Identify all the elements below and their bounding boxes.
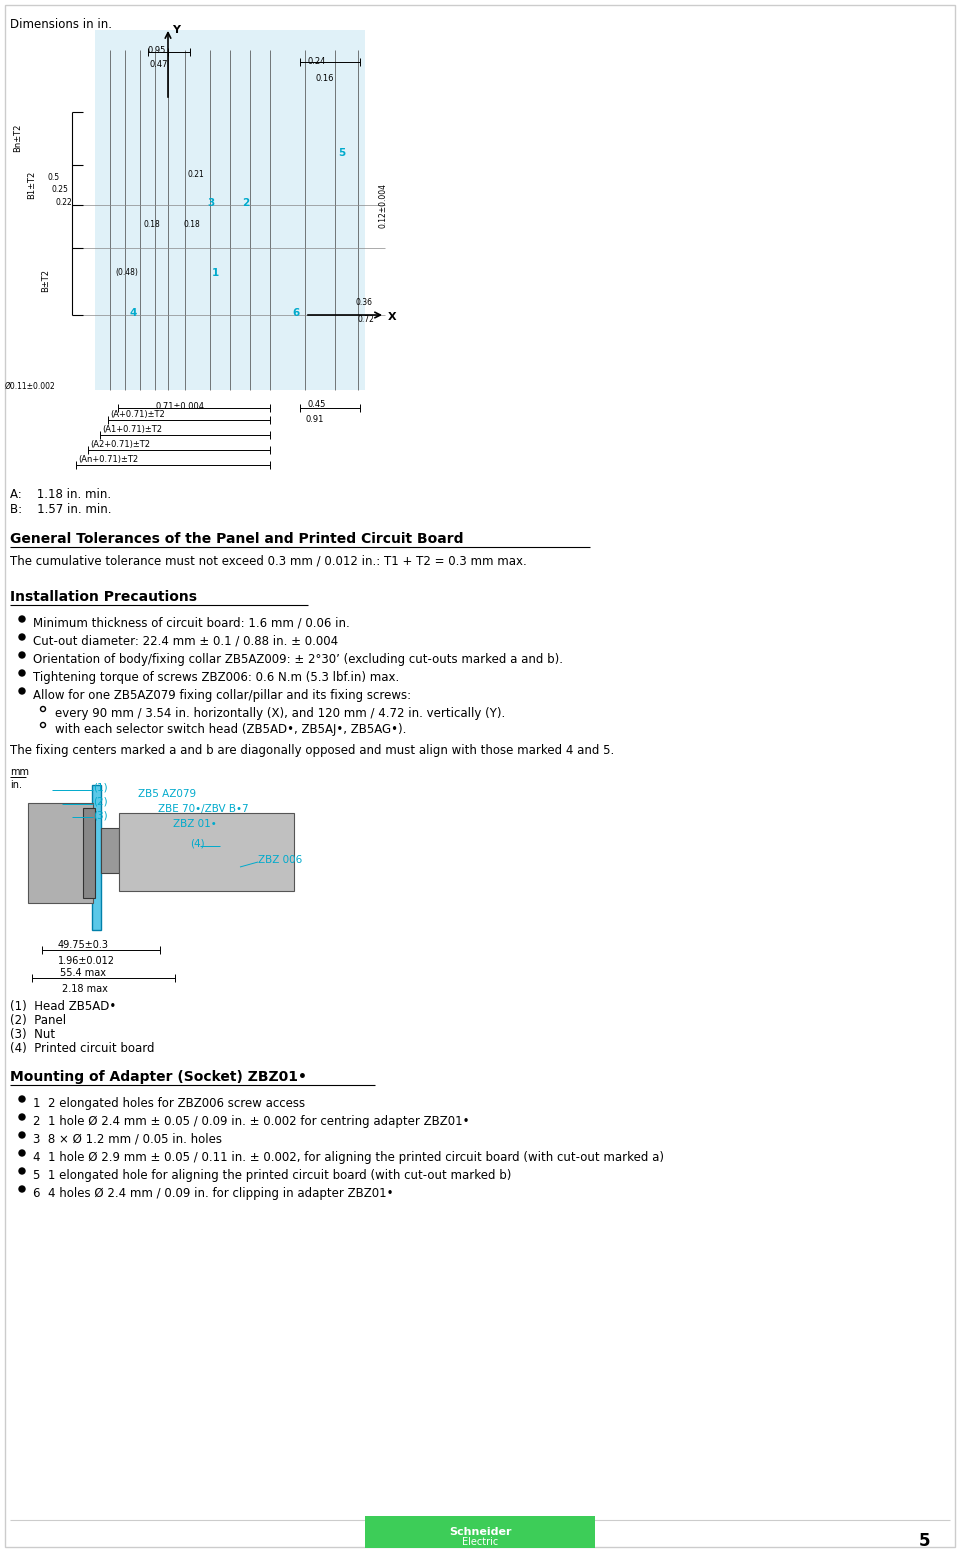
Bar [365,1516,595,1547]
Text: 0.45: 0.45 [308,400,326,410]
Text: 0.18: 0.18 [183,220,200,230]
Text: 0.36: 0.36 [355,298,372,307]
Text: ZB5 AZ079: ZB5 AZ079 [138,788,196,799]
Text: 1  2 elongated holes for ZBZ006 screw access: 1 2 elongated holes for ZBZ006 screw acc… [33,1097,305,1110]
Text: 0.72: 0.72 [358,315,374,324]
Text: 2.18 max: 2.18 max [62,984,108,993]
Text: B±T2: B±T2 [41,268,51,292]
Text: Orientation of body/fixing collar ZB5AZ009: ± 2°30’ (excluding cut-outs marked a: Orientation of body/fixing collar ZB5AZ0… [33,653,563,666]
Text: 5  1 elongated hole for aligning the printed circuit board (with cut-out marked : 5 1 elongated hole for aligning the prin… [33,1169,512,1183]
Text: 6: 6 [292,307,300,318]
Text: Ø0.11±0.002: Ø0.11±0.002 [5,382,56,391]
Text: 0.91: 0.91 [305,414,324,424]
Circle shape [19,688,25,694]
Circle shape [19,1096,25,1102]
Text: (4)  Printed circuit board: (4) Printed circuit board [10,1041,155,1055]
Text: Minimum thickness of circuit board: 1.6 mm / 0.06 in.: Minimum thickness of circuit board: 1.6 … [33,618,349,630]
Text: 0.25: 0.25 [52,185,69,194]
Circle shape [19,1150,25,1156]
Text: in.: in. [10,781,22,790]
Text: (A1+0.71)±T2: (A1+0.71)±T2 [102,425,162,435]
Text: 0.5: 0.5 [48,172,60,182]
Circle shape [19,1114,25,1121]
Text: B:    1.57 in. min.: B: 1.57 in. min. [10,503,111,515]
Text: General Tolerances of the Panel and Printed Circuit Board: General Tolerances of the Panel and Prin… [10,532,464,546]
Text: 3: 3 [207,199,214,208]
Text: with each selector switch head (ZB5AD•, ZB5AJ•, ZB5AG•).: with each selector switch head (ZB5AD•, … [55,723,406,736]
Text: (0.48): (0.48) [115,268,138,276]
Text: ZBZ 006: ZBZ 006 [258,855,302,864]
Text: 1: 1 [212,268,219,278]
Text: (4): (4) [190,840,204,849]
Bar [83,809,95,899]
Bar [28,802,93,903]
Text: 0.47: 0.47 [150,61,169,68]
Text: Tightening torque of screws ZBZ006: 0.6 N.m (5.3 lbf.in) max.: Tightening torque of screws ZBZ006: 0.6 … [33,670,399,684]
Text: 49.75±0.3: 49.75±0.3 [58,941,109,950]
Text: Bn±T2: Bn±T2 [13,124,22,152]
Text: (2): (2) [93,798,108,807]
Text: (1): (1) [93,784,108,793]
Circle shape [19,1169,25,1173]
Text: ZBZ 01•: ZBZ 01• [173,819,217,829]
Text: Y: Y [172,25,180,36]
Circle shape [19,652,25,658]
Text: 1.96±0.012: 1.96±0.012 [58,956,115,965]
Text: 2: 2 [242,199,250,208]
Circle shape [19,1131,25,1138]
Text: 0.12±0.004: 0.12±0.004 [378,183,387,228]
Text: Installation Precautions: Installation Precautions [10,590,197,604]
Text: 3  8 × Ø 1.2 mm / 0.05 in. holes: 3 8 × Ø 1.2 mm / 0.05 in. holes [33,1133,222,1145]
Circle shape [19,670,25,677]
Circle shape [19,1186,25,1192]
Text: every 90 mm / 3.54 in. horizontally (X), and 120 mm / 4.72 in. vertically (Y).: every 90 mm / 3.54 in. horizontally (X),… [55,708,505,720]
Text: 6  4 holes Ø 2.4 mm / 0.09 in. for clipping in adapter ZBZ01•: 6 4 holes Ø 2.4 mm / 0.09 in. for clippi… [33,1187,394,1200]
Text: (3): (3) [93,810,108,819]
Circle shape [19,616,25,622]
Text: Dimensions in in.: Dimensions in in. [10,19,112,31]
Text: 2  1 hole Ø 2.4 mm ± 0.05 / 0.09 in. ± 0.002 for centring adapter ZBZ01•: 2 1 hole Ø 2.4 mm ± 0.05 / 0.09 in. ± 0.… [33,1114,469,1128]
Text: (3)  Nut: (3) Nut [10,1027,55,1041]
Bar [92,785,101,930]
Text: Schneider: Schneider [448,1527,512,1536]
Text: 0.18: 0.18 [143,220,159,230]
Text: 0.22: 0.22 [55,199,72,206]
Text: 0.24: 0.24 [308,57,326,67]
Circle shape [19,635,25,639]
Text: The cumulative tolerance must not exceed 0.3 mm / 0.012 in.: T1 + T2 = 0.3 mm ma: The cumulative tolerance must not exceed… [10,556,527,568]
Text: X: X [388,312,396,321]
Text: 4: 4 [130,307,137,318]
Text: mm: mm [10,767,29,778]
Text: 4  1 hole Ø 2.9 mm ± 0.05 / 0.11 in. ± 0.002, for aligning the printed circuit b: 4 1 hole Ø 2.9 mm ± 0.05 / 0.11 in. ± 0.… [33,1152,664,1164]
Bar [95,29,365,390]
Text: (A+0.71)±T2: (A+0.71)±T2 [110,410,165,419]
Text: 0.21: 0.21 [188,171,204,178]
Text: Cut-out diameter: 22.4 mm ± 0.1 / 0.88 in. ± 0.004: Cut-out diameter: 22.4 mm ± 0.1 / 0.88 i… [33,635,338,649]
Text: (An+0.71)±T2: (An+0.71)±T2 [78,455,138,464]
Text: A:    1.18 in. min.: A: 1.18 in. min. [10,487,111,501]
Text: (1)  Head ZB5AD•: (1) Head ZB5AD• [10,999,116,1013]
Bar [119,813,294,891]
Text: 55.4 max: 55.4 max [60,968,106,978]
Text: The fixing centers marked a and b are diagonally opposed and must align with tho: The fixing centers marked a and b are di… [10,743,614,757]
Text: Allow for one ZB5AZ079 fixing collar/pillar and its fixing screws:: Allow for one ZB5AZ079 fixing collar/pil… [33,689,411,702]
Text: Mounting of Adapter (Socket) ZBZ01•: Mounting of Adapter (Socket) ZBZ01• [10,1069,307,1083]
Text: 0.16: 0.16 [315,74,333,82]
Text: (A2+0.71)±T2: (A2+0.71)±T2 [90,441,150,449]
Text: 5: 5 [338,147,346,158]
Bar [101,829,119,872]
Text: 0.95: 0.95 [148,47,166,54]
Text: ZBE 70•/ZBV B•7: ZBE 70•/ZBV B•7 [158,804,249,813]
Text: 5: 5 [919,1532,930,1550]
Text: (2)  Panel: (2) Panel [10,1013,66,1027]
Text: 0.71±0.004: 0.71±0.004 [155,402,204,411]
Text: Electric: Electric [462,1536,498,1547]
Text: B1±T2: B1±T2 [28,171,36,199]
